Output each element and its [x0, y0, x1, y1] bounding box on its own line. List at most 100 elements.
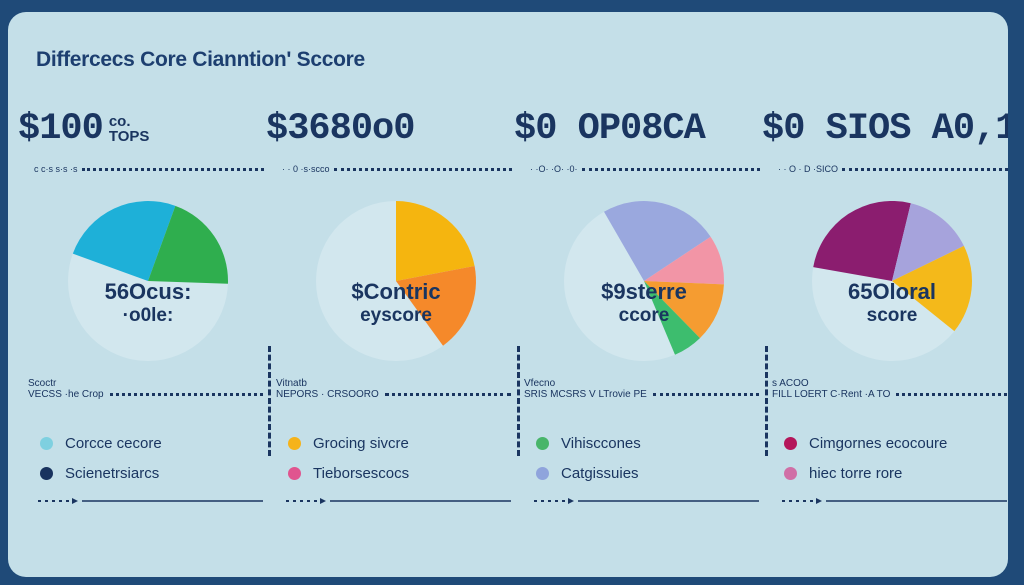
legend-header-line-1: Scoctr	[28, 378, 57, 389]
arrow-line	[38, 498, 263, 504]
legend-header-line-2: VECSS ·he Crop	[28, 389, 104, 400]
legend-item: Grocing sivcre	[288, 428, 409, 458]
pie-chart: 56Ocus: ·o0le:	[63, 196, 233, 366]
pie-label-line-2: eyscore	[360, 305, 432, 326]
pie-svg	[316, 201, 476, 361]
dotted-rule	[842, 167, 1008, 171]
dotted-rule	[81, 167, 264, 171]
caption-line: · ·O· ·O· ·0·	[530, 163, 760, 175]
pie-slice	[604, 201, 711, 281]
pie-slice	[644, 281, 700, 355]
pie-svg	[68, 200, 228, 361]
pie-label: 56Ocus: ·o0le:	[63, 280, 233, 328]
pie-label-line-1: $9sterre	[601, 279, 687, 304]
stat-small: co. TOPS	[109, 114, 150, 144]
stat-big: $0 OP08CA	[514, 108, 706, 150]
legend-header: s ACOO FILL LOERT C·Rent ·A TO	[772, 378, 1007, 400]
legend-header-line-2: SRIS MCSRS V LTrovie PE	[524, 389, 647, 400]
legend-header-line-2-row: VECSS ·he Crop	[28, 389, 263, 400]
stat-big: $100	[18, 108, 104, 150]
pie-chart: 65Oloral score	[807, 196, 977, 366]
pie-chart: $Contric eyscore	[311, 196, 481, 366]
dotted-rule	[652, 393, 759, 396]
legend-header-line-2-row: FILL LOERT C·Rent ·A TO	[772, 389, 1007, 400]
pie-slice	[892, 245, 972, 332]
arrow-line	[534, 498, 759, 504]
dotted-rule	[109, 393, 263, 396]
stat-value: $100 co. TOPS	[18, 104, 149, 154]
pie-label: $Contric eyscore	[311, 280, 481, 328]
legend: Corcce cecore Scienetrsiarcs	[40, 428, 162, 488]
legend-header-line-2-row: NEPORS · CRSOORO	[276, 389, 511, 400]
pie-label-line-1: $Contric	[351, 279, 441, 304]
pie-slice	[813, 200, 911, 281]
dotted-rule	[896, 393, 1007, 396]
divider-1	[268, 346, 271, 456]
arrow-line	[286, 498, 511, 504]
legend-header-line-2: FILL LOERT C·Rent ·A TO	[772, 389, 891, 400]
chart-card: Differcecs Core Cianntion' Sccore $100 c…	[8, 12, 1008, 577]
stat-value: $0 OP08CA	[514, 104, 711, 154]
panel-1: $100 co. TOPS c c·s s·s ·s 56Ocus: ·o0le:…	[18, 12, 264, 577]
arrow-line	[782, 498, 1007, 504]
legend-swatch	[288, 466, 301, 480]
divider-2	[517, 346, 520, 456]
pie-slice	[892, 203, 964, 281]
pie-slice	[644, 281, 724, 339]
pie-label: $9sterre ccore	[559, 280, 729, 328]
stat-value: $0 SIOS A0,1 COOH	[762, 104, 1008, 154]
legend: Vihisccones Catgissuies	[536, 428, 641, 488]
caption-line: · · O · D ·SICO	[778, 163, 1008, 175]
pie-svg	[812, 200, 972, 361]
pie-slice	[396, 201, 475, 281]
stat-small-line: co.	[108, 113, 131, 130]
caption-text: · · 0 ·s·scco	[282, 164, 330, 174]
caption-text: · · O · D ·SICO	[778, 164, 838, 174]
pie-label-line-2: score	[866, 305, 918, 326]
legend: Grocing sivcre Tieborsescocs	[288, 428, 409, 488]
legend-item: Cimgornes ecocoure	[784, 428, 947, 458]
legend-header: Vitnatb NEPORS · CRSOORO	[276, 378, 511, 400]
pie-chart: $9sterre ccore	[559, 196, 729, 366]
dotted-rule	[333, 167, 512, 171]
pie-slice	[396, 266, 476, 346]
legend-swatch	[288, 436, 301, 450]
legend-item: Vihisccones	[536, 428, 641, 458]
legend-header-line-1: Vfecno	[524, 378, 556, 389]
pie-label-line-1: 65Oloral	[847, 279, 937, 304]
panel-4: $0 SIOS A0,1 COOH · · O · D ·SICO 65Olor…	[762, 12, 1008, 577]
legend-swatch	[536, 466, 549, 480]
panel-3: $0 OP08CA · ·O· ·O· ·0· $9sterre ccore V…	[514, 12, 760, 577]
legend-swatch	[784, 466, 797, 480]
legend-item: Catgissuies	[536, 458, 641, 488]
pie-slice	[72, 200, 176, 281]
legend-label: hiec torre rore	[809, 464, 903, 482]
pie-label-line-2: ccore	[618, 305, 670, 326]
legend-header-line-2: NEPORS · CRSOORO	[276, 389, 379, 400]
chart-title: Differcecs Core Cianntion' Sccore	[36, 48, 365, 71]
legend-item: Scienetrsiarcs	[40, 458, 162, 488]
pie-label-line-2: ·o0le:	[122, 305, 174, 326]
caption-text: c c·s s·s ·s	[34, 164, 78, 174]
legend-label: Catgissuies	[561, 464, 639, 482]
legend-label: Scienetrsiarcs	[65, 464, 160, 482]
pie-label-line-1: 56Ocus:	[104, 279, 192, 304]
caption-line: · · 0 ·s·scco	[282, 163, 512, 175]
legend-label: Cimgornes ecocoure	[809, 434, 948, 452]
panel-2: $3680o0 · · 0 ·s·scco $Contric eyscore V…	[266, 12, 512, 577]
legend-swatch	[536, 436, 549, 450]
legend-swatch	[40, 436, 53, 450]
legend-header-line-1: Vitnatb	[276, 378, 307, 389]
caption-line: c c·s s·s ·s	[34, 163, 264, 175]
legend-swatch	[784, 436, 797, 450]
pie-label: 65Oloral score	[807, 280, 977, 328]
legend-swatch	[40, 466, 53, 480]
stat-value: $3680o0	[266, 104, 420, 154]
legend-header-line-2-row: SRIS MCSRS V LTrovie PE	[524, 389, 759, 400]
legend-header: Scoctr VECSS ·he Crop	[28, 378, 263, 400]
legend-label: Corcce cecore	[65, 434, 162, 452]
legend-item: Corcce cecore	[40, 428, 162, 458]
pie-slice	[644, 236, 724, 285]
stat-big: $0 SIOS A0,1	[762, 108, 1008, 150]
pie-svg	[564, 201, 724, 361]
